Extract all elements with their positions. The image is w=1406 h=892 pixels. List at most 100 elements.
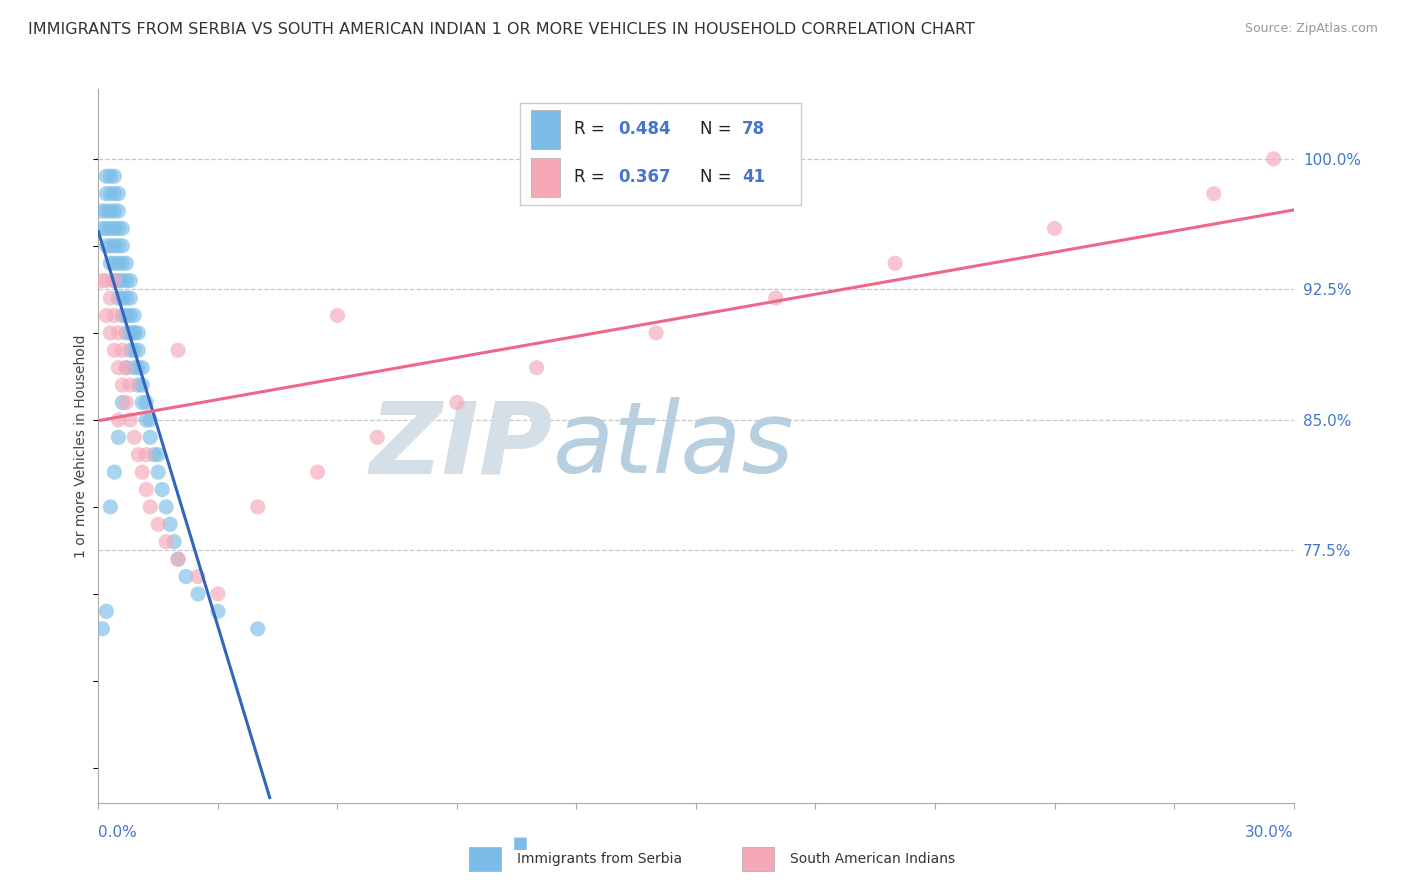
- Point: [127, 378, 149, 392]
- Point: [115, 395, 138, 409]
- Point: [107, 186, 129, 201]
- Text: Immigrants from Serbia: Immigrants from Serbia: [517, 852, 682, 865]
- Point: [135, 448, 157, 462]
- Point: [446, 395, 468, 409]
- Point: [111, 343, 134, 358]
- Text: IMMIGRANTS FROM SERBIA VS SOUTH AMERICAN INDIAN 1 OR MORE VEHICLES IN HOUSEHOLD : IMMIGRANTS FROM SERBIA VS SOUTH AMERICAN…: [28, 22, 974, 37]
- Text: 0.0%: 0.0%: [98, 825, 138, 840]
- Point: [163, 534, 186, 549]
- Point: [120, 326, 142, 340]
- Point: [143, 448, 166, 462]
- Point: [127, 448, 149, 462]
- Point: [366, 430, 388, 444]
- Point: [91, 622, 114, 636]
- Point: [115, 274, 138, 288]
- Point: [307, 465, 329, 479]
- Point: [103, 465, 125, 479]
- Point: [139, 430, 162, 444]
- Point: [107, 204, 129, 219]
- Point: [124, 326, 146, 340]
- Point: [135, 395, 157, 409]
- Point: [207, 587, 229, 601]
- Point: [96, 274, 118, 288]
- Point: [135, 413, 157, 427]
- Point: [115, 256, 138, 270]
- Point: [96, 239, 118, 253]
- Text: 0.367: 0.367: [619, 169, 671, 186]
- Point: [155, 534, 177, 549]
- Point: [246, 500, 269, 514]
- Point: [1043, 221, 1066, 235]
- Point: [107, 360, 129, 375]
- Point: [103, 274, 125, 288]
- Bar: [531, 158, 560, 197]
- Text: ▪: ▪: [512, 831, 529, 855]
- Point: [139, 500, 162, 514]
- Point: [159, 517, 181, 532]
- Point: [107, 256, 129, 270]
- Text: 41: 41: [742, 169, 765, 186]
- Point: [526, 360, 548, 375]
- Point: [127, 343, 149, 358]
- Point: [135, 483, 157, 497]
- Point: [124, 360, 146, 375]
- Point: [96, 604, 118, 618]
- Point: [111, 274, 134, 288]
- Point: [111, 256, 134, 270]
- Text: South American Indians: South American Indians: [790, 852, 955, 865]
- Point: [127, 326, 149, 340]
- Text: N =: N =: [700, 169, 737, 186]
- Point: [167, 552, 190, 566]
- Bar: [531, 110, 560, 149]
- Text: ZIP: ZIP: [370, 398, 553, 494]
- Point: [96, 204, 118, 219]
- Point: [100, 204, 122, 219]
- Point: [111, 291, 134, 305]
- Point: [111, 378, 134, 392]
- Point: [187, 587, 209, 601]
- Point: [115, 326, 138, 340]
- Point: [131, 395, 153, 409]
- Text: R =: R =: [574, 169, 610, 186]
- Bar: [742, 847, 773, 871]
- Point: [120, 309, 142, 323]
- Point: [103, 169, 125, 184]
- Point: [100, 221, 122, 235]
- Point: [131, 378, 153, 392]
- Point: [167, 552, 190, 566]
- Point: [96, 169, 118, 184]
- Point: [111, 239, 134, 253]
- Point: [96, 186, 118, 201]
- Point: [148, 465, 170, 479]
- Point: [115, 291, 138, 305]
- Text: 30.0%: 30.0%: [1246, 825, 1294, 840]
- Point: [124, 309, 146, 323]
- Point: [115, 360, 138, 375]
- Point: [107, 291, 129, 305]
- Point: [107, 326, 129, 340]
- Text: 78: 78: [742, 120, 765, 138]
- Text: Source: ZipAtlas.com: Source: ZipAtlas.com: [1244, 22, 1378, 36]
- Point: [124, 326, 146, 340]
- Point: [107, 430, 129, 444]
- Text: R =: R =: [574, 120, 610, 138]
- Point: [100, 500, 122, 514]
- Point: [91, 274, 114, 288]
- Point: [326, 309, 349, 323]
- Bar: [470, 847, 502, 871]
- Point: [100, 256, 122, 270]
- Point: [1202, 186, 1225, 201]
- Point: [765, 291, 787, 305]
- Point: [103, 343, 125, 358]
- Point: [150, 483, 173, 497]
- Point: [120, 291, 142, 305]
- Point: [131, 465, 153, 479]
- Point: [107, 221, 129, 235]
- Point: [111, 221, 134, 235]
- Point: [167, 343, 190, 358]
- Point: [115, 360, 138, 375]
- Point: [120, 413, 142, 427]
- Point: [107, 274, 129, 288]
- Y-axis label: 1 or more Vehicles in Household: 1 or more Vehicles in Household: [75, 334, 89, 558]
- Point: [103, 239, 125, 253]
